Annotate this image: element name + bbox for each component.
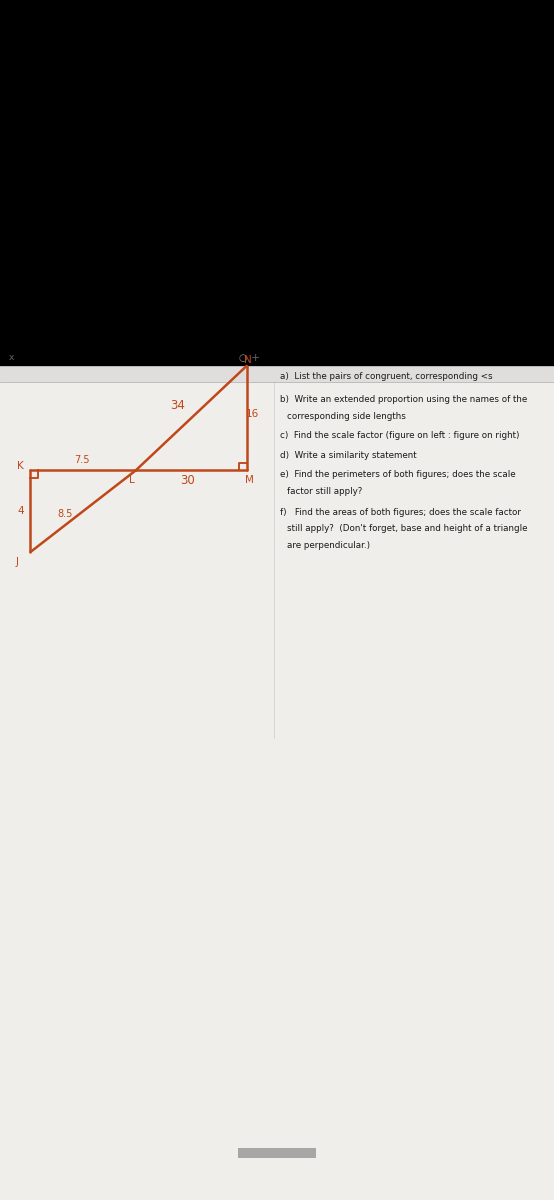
Text: x: x: [8, 353, 14, 362]
Text: N: N: [244, 355, 252, 365]
Text: are perpendicular.): are perpendicular.): [287, 541, 370, 550]
Text: corresponding side lengths: corresponding side lengths: [287, 412, 406, 420]
Text: b)  Write an extended proportion using the names of the: b) Write an extended proportion using th…: [280, 395, 527, 403]
Text: a)  List the pairs of congruent, corresponding <s: a) List the pairs of congruent, correspo…: [280, 372, 493, 382]
Text: 34: 34: [170, 400, 184, 412]
Bar: [238, 1148, 316, 1158]
Text: M: M: [245, 475, 254, 485]
Text: factor still apply?: factor still apply?: [287, 487, 362, 497]
Text: L: L: [129, 475, 135, 485]
Text: +: +: [251, 353, 260, 362]
Text: K: K: [17, 461, 23, 470]
Text: 4: 4: [18, 506, 24, 516]
Text: 7.5: 7.5: [74, 455, 90, 464]
Text: 8.5: 8.5: [58, 509, 73, 518]
Bar: [0, 366, 554, 382]
Text: c)  Find the scale factor (figure on left : figure on right): c) Find the scale factor (figure on left…: [280, 431, 519, 439]
Bar: [0, 738, 554, 1200]
Text: 30: 30: [180, 474, 194, 486]
Text: ○: ○: [238, 353, 247, 362]
Text: 16: 16: [246, 409, 259, 419]
Text: e)  Find the perimeters of both figures; does the scale: e) Find the perimeters of both figures; …: [280, 470, 515, 479]
Text: J: J: [15, 557, 18, 566]
Bar: [0, 366, 554, 738]
Text: d)  Write a similarity statement: d) Write a similarity statement: [280, 451, 417, 460]
Text: f)   Find the areas of both figures; does the scale factor: f) Find the areas of both figures; does …: [280, 508, 521, 516]
Text: still apply?  (Don't forget, base and height of a triangle: still apply? (Don't forget, base and hei…: [287, 524, 527, 533]
